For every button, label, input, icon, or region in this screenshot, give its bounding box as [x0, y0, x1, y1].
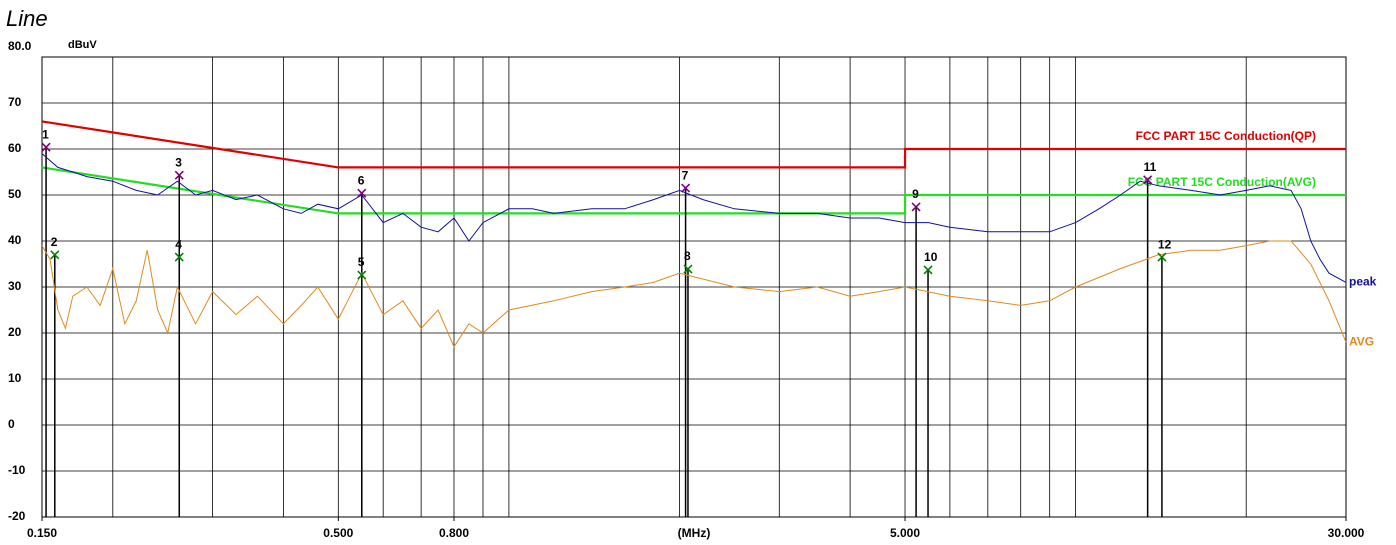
y-tick-label: 40	[8, 233, 22, 247]
marker	[357, 270, 367, 280]
x-tick-label: 0.150	[27, 526, 57, 540]
y-tick-label: -10	[8, 463, 26, 477]
y-axis-label: dBuV	[68, 39, 97, 51]
x-axis-label: (MHz)	[678, 526, 711, 540]
marker	[174, 170, 184, 180]
marker-label: 4	[175, 237, 182, 251]
trace	[41, 240, 1347, 348]
y-tick-label: 70	[8, 95, 22, 109]
limit-label: FCC PART 15C Conduction(AVG)	[1128, 175, 1316, 189]
marker	[357, 188, 367, 198]
marker	[681, 183, 691, 193]
marker-label: 9	[912, 187, 919, 201]
marker	[1143, 175, 1153, 185]
marker-label: 2	[51, 235, 58, 249]
marker-label: 5	[358, 255, 365, 269]
limit-label: FCC PART 15C Conduction(QP)	[1136, 129, 1316, 143]
x-tick-label: 30.000	[1328, 526, 1365, 540]
marker	[683, 264, 693, 274]
y-tick-label: 30	[8, 279, 22, 293]
y-tick-label: -20	[8, 509, 26, 523]
marker	[174, 252, 184, 262]
limit-line	[41, 166, 1346, 215]
limit-line	[41, 120, 1346, 169]
marker-label: 12	[1158, 237, 1172, 251]
marker	[1157, 252, 1167, 262]
y-tick-label: 50	[8, 187, 22, 201]
marker-label: 11	[1144, 160, 1157, 174]
marker-label: 10	[924, 250, 938, 264]
y-tick-label: 0	[8, 417, 15, 431]
marker-label: 3	[175, 155, 182, 169]
marker-label: 1	[42, 127, 49, 141]
chart-title: Line	[6, 6, 48, 31]
trace	[41, 153, 1347, 283]
x-tick-label: 0.500	[323, 526, 353, 540]
y-tick-label: 80.0	[8, 39, 32, 53]
marker	[50, 250, 60, 260]
legend-label: AVG	[1349, 334, 1374, 348]
y-tick-label: 60	[8, 141, 22, 155]
marker-label: 6	[358, 173, 365, 187]
y-tick-label: 10	[8, 371, 22, 385]
x-tick-label: 5.000	[890, 526, 920, 540]
marker-label: 8	[684, 249, 691, 263]
marker	[911, 202, 921, 212]
x-tick-label: 0.800	[439, 526, 469, 540]
legend-label: peak	[1349, 275, 1377, 289]
marker	[923, 265, 933, 275]
marker	[41, 142, 51, 152]
marker-label: 7	[682, 168, 689, 182]
y-tick-label: 20	[8, 325, 22, 339]
